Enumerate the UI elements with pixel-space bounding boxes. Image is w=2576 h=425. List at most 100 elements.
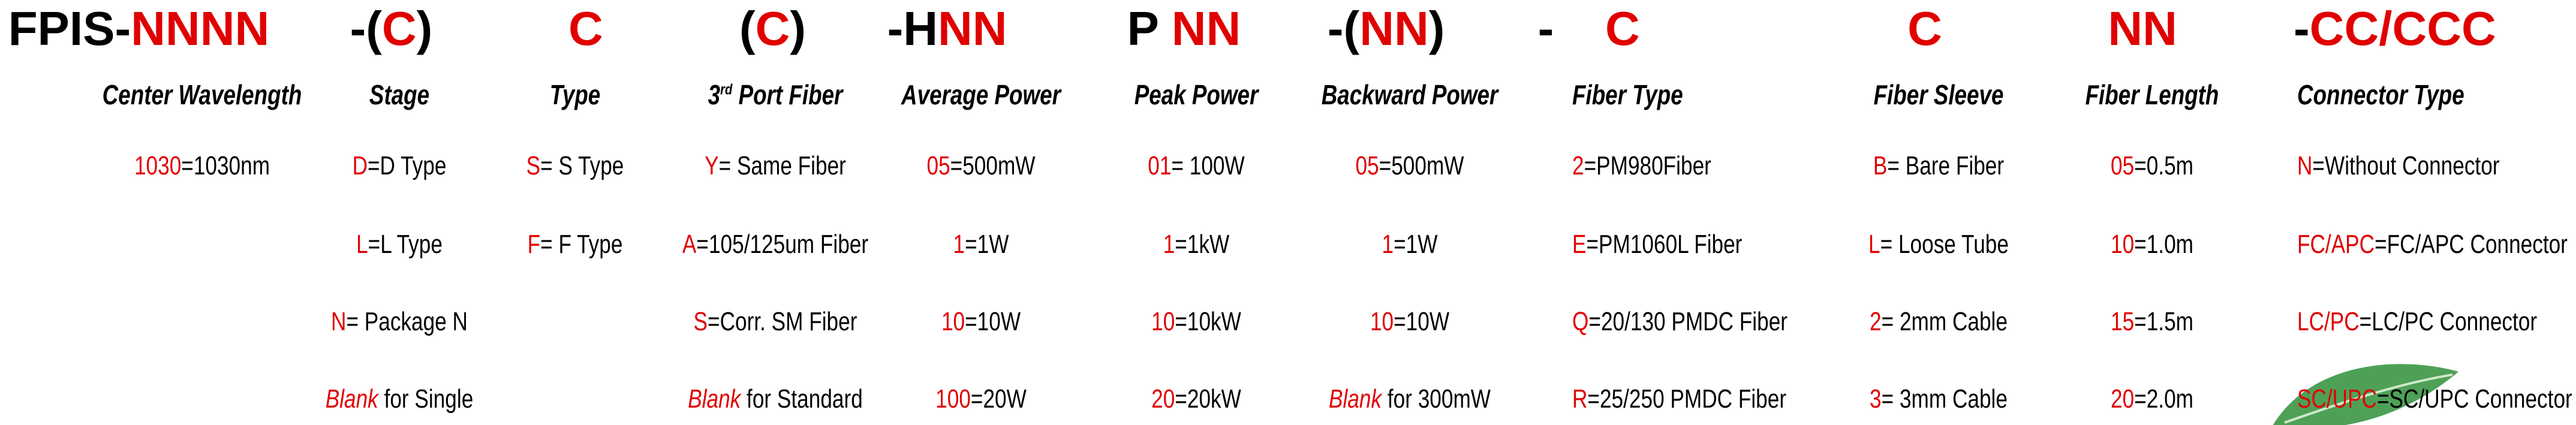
code-part: ( [739, 2, 756, 55]
option: SC/UPC=SC/UPC Connector [2297, 385, 2572, 412]
option-text: =10W [964, 307, 1021, 337]
code-part: ) [790, 2, 806, 55]
option: F= F Type [528, 231, 623, 258]
code-part: FPIS- [8, 2, 131, 55]
subtitle-number: 3 [708, 79, 721, 110]
option: D=D Type [352, 152, 446, 179]
code-part: - [1537, 2, 1554, 55]
option-code: 100 [935, 384, 971, 414]
code-group: NN [2108, 5, 2177, 53]
column-subtitle: Fiber Sleeve [1873, 79, 2004, 110]
option-text: =500mW [1379, 150, 1464, 180]
option-code: 1 [1382, 230, 1394, 260]
option: 10=10W [1370, 309, 1449, 335]
option-text: = Loose Tube [1880, 230, 2009, 260]
option-text: = Bare Fiber [1887, 150, 2005, 180]
column-subtitle: Backward Power [1321, 79, 1498, 110]
column-subtitle: 3rd Port Fiber [708, 81, 843, 108]
option-code: 1030 [134, 150, 182, 180]
option: 10=10kW [1151, 309, 1241, 335]
option-text: =0.5m [2134, 150, 2194, 180]
option-text: =10kW [1175, 307, 1241, 337]
option: 10=1.0m [2111, 231, 2193, 258]
column-subtitle: Average Power [901, 79, 1061, 110]
option-code: 2 [1870, 307, 1882, 337]
code-part: C [381, 2, 417, 55]
code-part: -H [887, 2, 938, 55]
option-code: FC/APC [2297, 230, 2375, 260]
code-part: C [755, 2, 790, 55]
code-part: ) [1428, 2, 1445, 55]
option-text: =1W [964, 230, 1009, 260]
code-part: NN [1359, 2, 1429, 55]
option: FC/APC=FC/APC Connector [2297, 231, 2568, 258]
option-code: 01 [1147, 150, 1172, 180]
option: 05=500mW [926, 150, 1036, 180]
code-part: NNNN [131, 2, 270, 55]
option-text: =PM980Fiber [1584, 150, 1712, 180]
option: S=Corr. SM Fiber [694, 309, 857, 335]
option: L=L Type [356, 231, 443, 258]
option-text: =Corr. SM Fiber [708, 307, 857, 337]
code-group: C [1907, 5, 1942, 53]
column-subtitle: Fiber Length [2085, 79, 2219, 110]
option: Blank for Standard [688, 384, 863, 414]
option-code: 10 [2111, 230, 2135, 260]
column-subtitle: Center Wavelength [102, 79, 302, 110]
option: 100=20W [935, 384, 1027, 414]
option-code: L [356, 230, 368, 260]
code-part: C [568, 2, 603, 55]
code-group: FPIS-NNNN [8, 5, 270, 53]
option: R=25/250 PMDC Fiber [1572, 384, 1787, 414]
option-code: S [526, 150, 541, 180]
option: L= Loose Tube [1868, 231, 2009, 258]
option: 15=1.5m [2111, 309, 2193, 335]
code-group: C [568, 5, 603, 53]
option-code: Blank [325, 384, 378, 414]
option: Blank for Single [325, 384, 474, 414]
option-code: Blank [688, 384, 741, 414]
code-part: - [2294, 2, 2310, 55]
option-code: 1 [953, 230, 965, 260]
option-text: =1030nm [181, 150, 270, 180]
code-group: -(C) [350, 5, 433, 53]
code-part: CC/CCC [2309, 2, 2496, 55]
option-text: = F Type [540, 230, 623, 260]
option-text: for 300mW [1381, 384, 1491, 414]
option-text: =20kW [1175, 384, 1241, 414]
subtitle-sup: rd [720, 81, 733, 98]
column-subtitle: Connector Type [2297, 79, 2464, 110]
option-code: L [1868, 230, 1880, 260]
option-text: = 2mm Cable [1881, 307, 2008, 337]
option: 05=500mW [1355, 150, 1464, 180]
option-text: =Without Connector [2312, 150, 2500, 180]
option-text: =25/250 PMDC Fiber [1587, 384, 1787, 414]
option-code: 15 [2111, 307, 2135, 337]
option-text: =20/130 PMDC Fiber [1588, 307, 1788, 337]
option-code: 10 [1370, 307, 1394, 337]
option-code: Blank [1328, 384, 1382, 414]
option: N= Package N [331, 309, 468, 335]
option-text: =FC/APC Connector [2374, 230, 2568, 260]
code-part: C [1605, 2, 1640, 55]
option-text: = 3mm Cable [1881, 384, 2008, 414]
column-subtitle: Peak Power [1134, 79, 1259, 110]
option-code: 1 [1163, 230, 1175, 260]
code-group: - [1538, 5, 1554, 53]
option-code: S [693, 307, 708, 337]
column-subtitle: Fiber Type [1572, 79, 1683, 110]
option-text: =20W [970, 384, 1027, 414]
code-part: C [1907, 2, 1942, 55]
option-code: Q [1572, 307, 1589, 337]
option: N=Without Connector [2297, 150, 2500, 180]
option-text: =1.0m [2134, 230, 2194, 260]
option: 20=2.0m [2111, 385, 2193, 412]
option-code: 05 [926, 150, 950, 180]
option-code: N [2297, 150, 2312, 180]
option: A=105/125um Fiber [682, 231, 868, 258]
option-text: =500mW [950, 150, 1036, 180]
option-text: = Same Fiber [718, 150, 847, 180]
option-code: 2 [1572, 150, 1584, 180]
option-code: N [330, 307, 347, 337]
